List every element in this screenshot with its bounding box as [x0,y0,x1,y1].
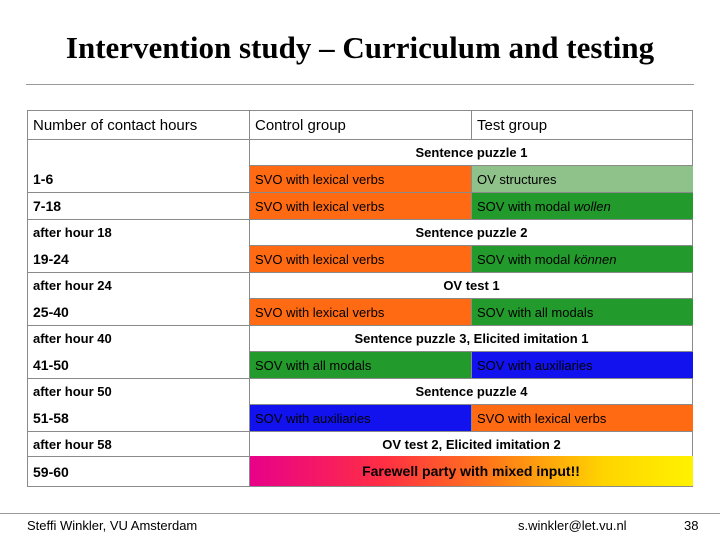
test-7-18: SOV with modal wollen [471,193,693,219]
after-hour-24: after hour 24 [33,278,112,293]
hours-7-18: 7-18 [33,198,62,214]
after-hour-40: after hour 40 [33,331,112,346]
test-19-24-text: SOV with modal [477,251,574,267]
header-hours: Number of contact hours [33,116,198,134]
header-test: Test group [471,111,693,139]
row-divider [28,431,692,432]
hours-41-50: 41-50 [33,357,69,373]
row-divider [249,165,693,166]
milestone-ov-test-1: OV test 1 [249,273,693,298]
milestone-sentence-puzzle-4: Sentence puzzle 4 [249,379,693,404]
row-divider [249,245,693,246]
hours-51-58: 51-58 [33,410,69,426]
title-divider [26,84,694,85]
hours-1-6: 1-6 [33,171,54,187]
control-19-24: SVO with lexical verbs [249,246,471,272]
milestone-sentence-puzzle-2: Sentence puzzle 2 [249,220,693,245]
test-25-40: SOV with all modals [471,299,693,325]
farewell-party-cell: Farewell party with mixed input!! [249,456,693,486]
column-divider [249,111,250,486]
footer-email: s.winkler@let.vu.nl [518,518,627,533]
control-7-18: SVO with lexical verbs [249,193,471,219]
test-19-24: SOV with modal können [471,246,693,272]
row-divider [28,378,692,379]
footer-divider [0,513,720,514]
test-7-18-text: SOV with modal [477,198,574,214]
control-25-40: SVO with lexical verbs [249,299,471,325]
test-51-58: SVO with lexical verbs [471,405,693,431]
curriculum-table: Number of contact hours Control group Te… [27,110,693,487]
row-divider [28,325,692,326]
hours-19-24: 19-24 [33,251,69,267]
after-hour-50: after hour 50 [33,384,112,399]
milestone-sentence-puzzle-3: Sentence puzzle 3, Elicited imitation 1 [249,326,693,351]
milestone-sentence-puzzle-1: Sentence puzzle 1 [249,140,693,165]
hours-59-60: 59-60 [33,463,69,480]
row-divider [249,298,693,299]
after-hour-58: after hour 58 [33,436,112,452]
control-41-50: SOV with all modals [249,352,471,378]
page-title: Intervention study – Curriculum and test… [65,30,655,65]
control-1-6: SVO with lexical verbs [249,166,471,192]
footer-author: Steffi Winkler, VU Amsterdam [27,518,198,533]
test-19-24-verb: können [573,251,617,267]
hours-25-40: 25-40 [33,304,69,320]
row-divider [249,351,693,352]
page-number: 38 [684,518,699,533]
row-divider [28,219,692,220]
test-1-6: OV structures [471,166,693,192]
row-divider [28,139,692,140]
row-divider [249,404,693,405]
test-7-18-verb: wollen [573,198,611,214]
control-51-58: SOV with auxiliaries [249,405,471,431]
row-divider [28,272,692,273]
row-divider [28,192,692,193]
after-hour-18: after hour 18 [33,225,112,240]
milestone-ov-test-2: OV test 2, Elicited imitation 2 [249,432,693,456]
test-41-50: SOV with auxiliaries [471,352,693,378]
header-control: Control group [249,111,471,139]
